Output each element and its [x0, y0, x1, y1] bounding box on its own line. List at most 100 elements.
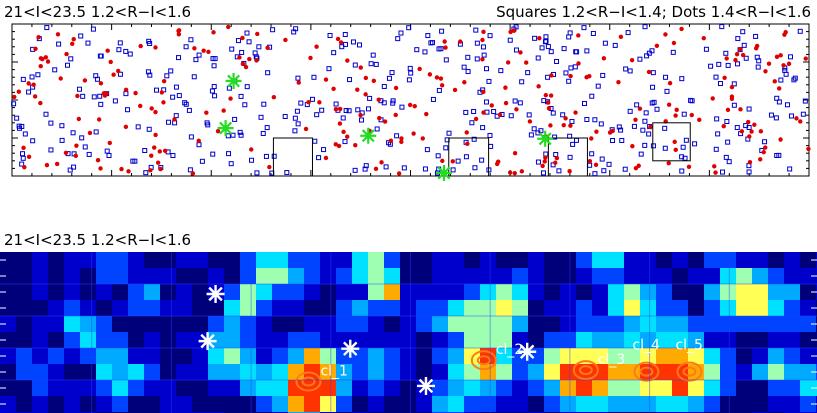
- density-cell: [608, 380, 624, 396]
- density-cell: [608, 348, 624, 364]
- density-cell: [368, 396, 384, 412]
- square-point: [543, 34, 549, 40]
- density-cell: [736, 268, 752, 284]
- square-point: [226, 151, 232, 157]
- dot-point: [306, 100, 311, 105]
- density-cell: [736, 332, 752, 348]
- density-cell: [544, 348, 560, 364]
- density-cell: [784, 300, 800, 316]
- dot-point: [540, 163, 545, 169]
- density-cell: [112, 300, 128, 316]
- density-cell: [80, 396, 96, 412]
- square-point: [340, 115, 346, 121]
- dot-point: [265, 45, 270, 50]
- dot-point: [396, 171, 402, 176]
- density-cell: [672, 348, 688, 364]
- square-point: [554, 58, 560, 64]
- density-cell: [720, 396, 736, 412]
- square-point: [116, 47, 122, 53]
- density-cell: [720, 284, 736, 300]
- dot-point: [434, 75, 440, 80]
- density-cell: [48, 300, 64, 316]
- square-point: [256, 44, 262, 50]
- density-cell: [16, 380, 32, 396]
- square-point: [512, 98, 518, 104]
- density-cell: [240, 364, 256, 380]
- square-point: [182, 100, 188, 106]
- density-cell: [368, 348, 384, 364]
- dot-point: [345, 134, 350, 139]
- dot-point: [512, 150, 518, 156]
- dot-point: [157, 149, 162, 154]
- density-cell: [32, 284, 48, 300]
- density-cell: [256, 396, 272, 412]
- density-cell: [16, 284, 32, 300]
- density-cell: [272, 348, 288, 364]
- dot-point: [373, 166, 379, 172]
- density-cell: [80, 252, 96, 268]
- dot-point: [159, 90, 165, 95]
- density-cell: [240, 396, 256, 412]
- cluster-label-cl4: cl_4: [632, 338, 660, 354]
- dot-point: [123, 87, 129, 92]
- dot-point: [601, 56, 607, 61]
- square-point: [19, 161, 25, 167]
- density-cell: [608, 300, 624, 316]
- dot-point: [70, 41, 75, 47]
- dot-point: [734, 51, 740, 57]
- density-cell: [560, 380, 576, 396]
- density-cell: [64, 316, 80, 332]
- dot-point: [729, 84, 735, 90]
- density-cell: [336, 268, 352, 284]
- square-point: [474, 40, 480, 46]
- density-cell: [720, 348, 736, 364]
- dot-point: [267, 164, 272, 170]
- dot-point: [196, 138, 201, 143]
- density-cell: [688, 268, 704, 284]
- dot-point: [158, 166, 163, 172]
- dot-point: [331, 86, 336, 91]
- square-point: [295, 75, 301, 81]
- density-cell: [736, 252, 752, 268]
- square-point: [455, 158, 461, 164]
- square-point: [355, 107, 361, 113]
- density-cell: [160, 252, 176, 268]
- density-cell: [0, 364, 16, 380]
- density-cell: [144, 284, 160, 300]
- square-point: [692, 141, 698, 147]
- density-cell: [784, 316, 800, 332]
- density-cell: [544, 300, 560, 316]
- square-point: [545, 74, 551, 80]
- density-cell: [528, 332, 544, 348]
- square-point: [592, 171, 598, 177]
- dot-point: [480, 37, 485, 43]
- density-cell: [128, 300, 144, 316]
- density-cell: [128, 364, 144, 380]
- square-point: [143, 170, 149, 176]
- density-cell: [32, 252, 48, 268]
- density-cell: [560, 348, 576, 364]
- density-cell: [320, 332, 336, 348]
- square-point: [713, 146, 719, 152]
- dot-point: [333, 107, 339, 112]
- density-cell: [224, 364, 240, 380]
- density-cell: [704, 364, 720, 380]
- density-cell: [592, 380, 608, 396]
- density-cell: [592, 396, 608, 412]
- density-cell: [48, 332, 64, 348]
- density-cell: [416, 252, 432, 268]
- density-cell: [464, 300, 480, 316]
- density-cell: [384, 332, 400, 348]
- density-cell: [176, 284, 192, 300]
- density-cell: [112, 332, 128, 348]
- dot-point: [774, 54, 780, 59]
- dot-point: [646, 69, 652, 75]
- dot-point: [71, 37, 76, 42]
- density-cell: [384, 300, 400, 316]
- square-point: [112, 98, 118, 104]
- dot-point: [733, 57, 738, 63]
- density-cell: [336, 332, 352, 348]
- density-cell: [784, 268, 800, 284]
- square-point: [52, 67, 58, 73]
